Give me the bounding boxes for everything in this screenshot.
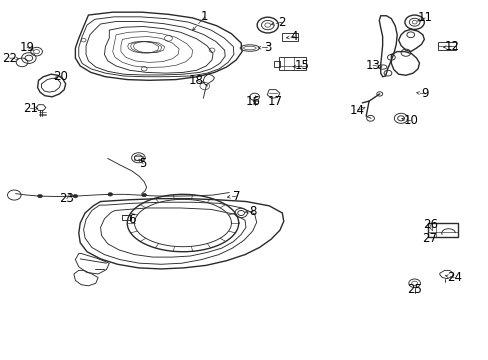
Text: 9: 9 — [421, 87, 428, 100]
Text: 4: 4 — [290, 30, 298, 43]
Text: 10: 10 — [403, 114, 417, 127]
Text: 21: 21 — [23, 102, 38, 115]
Text: 16: 16 — [245, 95, 260, 108]
Text: 22: 22 — [2, 51, 17, 64]
Text: 2: 2 — [278, 16, 285, 29]
Text: 23: 23 — [59, 192, 74, 205]
Text: 20: 20 — [53, 69, 68, 82]
Circle shape — [108, 193, 112, 196]
Circle shape — [142, 193, 146, 197]
Text: 5: 5 — [139, 157, 146, 170]
Text: 19: 19 — [20, 41, 34, 54]
Text: 24: 24 — [446, 271, 461, 284]
Text: 14: 14 — [349, 104, 364, 117]
Text: 12: 12 — [444, 40, 459, 53]
Text: 26: 26 — [422, 218, 437, 231]
Text: 17: 17 — [267, 95, 282, 108]
Circle shape — [38, 194, 42, 198]
Text: 13: 13 — [365, 59, 380, 72]
Text: 25: 25 — [407, 283, 421, 296]
Text: 7: 7 — [232, 190, 240, 203]
Circle shape — [73, 194, 78, 198]
Text: 15: 15 — [294, 59, 308, 72]
Text: 1: 1 — [201, 10, 208, 23]
Text: 11: 11 — [417, 12, 432, 24]
Text: 18: 18 — [189, 74, 203, 87]
Text: 8: 8 — [249, 205, 256, 218]
Text: 3: 3 — [264, 41, 271, 54]
Text: 6: 6 — [128, 213, 136, 226]
Text: 27: 27 — [421, 231, 436, 244]
